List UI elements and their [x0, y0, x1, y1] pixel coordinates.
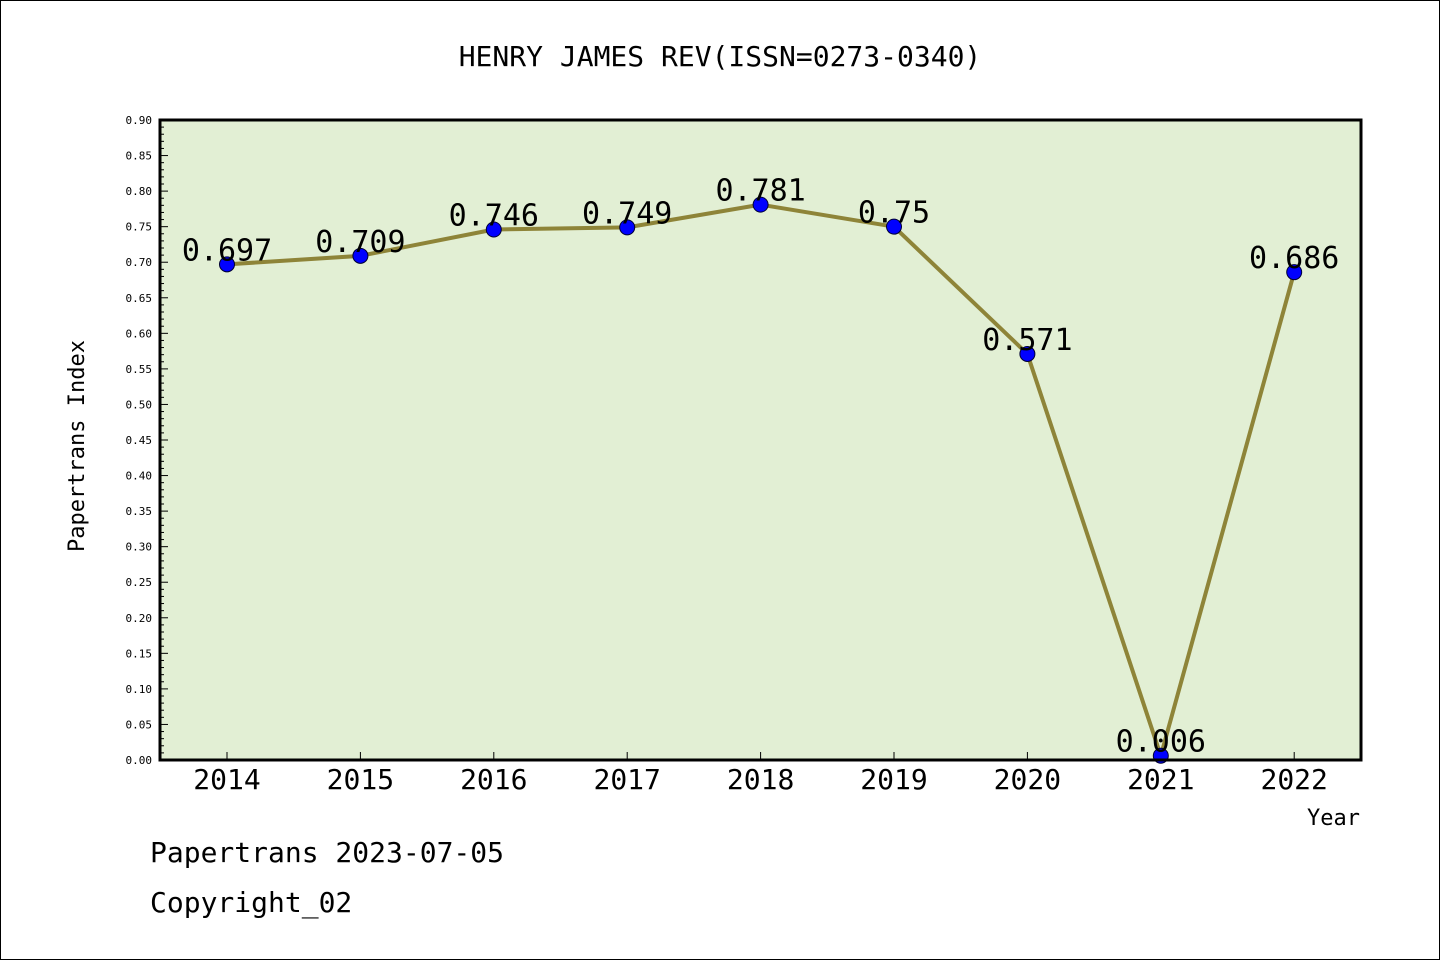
data-labels: 0.697 0.709 0.746 0.749 0.781 0.75 0.571 0.006 0… — [182, 174, 1340, 760]
y-tick-label: 0.15 — [126, 647, 153, 660]
y-tick-label: 0.30 — [126, 541, 153, 554]
x-axis: 2014 2015 2016 2017 2018 2019 2020 2021 2022 — [193, 752, 1328, 796]
y-tick-label: 0.65 — [126, 292, 153, 305]
x-tick-label: 2015 — [327, 763, 394, 796]
data-point — [752, 196, 769, 213]
data-point — [352, 247, 369, 264]
footer-copyright: Copyright_02 — [150, 886, 353, 919]
plot-border — [158, 118, 1363, 762]
data-point — [485, 221, 502, 238]
data-label: 0.686 — [1249, 241, 1339, 276]
y-tick-label: 0.90 — [126, 114, 153, 127]
data-point — [886, 218, 902, 235]
data-point — [219, 256, 235, 273]
data-label: 0.697 — [182, 233, 272, 268]
y-tick-label: 0.75 — [126, 221, 153, 234]
y-tick-label: 0.05 — [126, 718, 153, 731]
chart-title: HENRY JAMES REV(ISSN=0273-0340) — [459, 40, 982, 73]
x-tick-label: 2019 — [860, 763, 927, 796]
x-tick-label: 2016 — [460, 763, 527, 796]
x-tick-label: 2020 — [994, 763, 1061, 796]
x-axis-title: Year — [1307, 806, 1360, 831]
data-label: 0.571 — [982, 323, 1072, 358]
x-tick-label: 2021 — [1127, 763, 1194, 796]
data-point — [1286, 264, 1303, 281]
data-label: 0.75 — [858, 196, 930, 231]
y-tick-label: 0.40 — [126, 470, 153, 483]
data-point — [1019, 345, 1036, 362]
y-tick-label: 0.50 — [126, 398, 153, 411]
data-label: 0.709 — [315, 225, 405, 260]
data-label: 0.746 — [449, 199, 539, 234]
y-tick-label: 0.10 — [126, 683, 153, 696]
y-tick-label: 0.25 — [126, 576, 153, 589]
y-tick-label: 0.35 — [126, 505, 153, 518]
y-tick-label: 0.20 — [126, 612, 153, 625]
data-label: 0.006 — [1116, 725, 1206, 760]
y-tick-label: 0.00 — [126, 754, 153, 767]
y-tick-label: 0.70 — [126, 256, 153, 269]
y-axis: 0.00 0.05 0.10 0.15 0.20 0.25 0.30 0.35 0.40 0.45… — [126, 114, 168, 767]
data-label: 0.781 — [715, 174, 805, 209]
data-point — [619, 219, 636, 236]
x-tick-label: 2018 — [727, 763, 794, 796]
data-label: 0.749 — [582, 196, 672, 231]
footer-date: Papertrans 2023-07-05 — [150, 836, 505, 869]
y-tick-label: 0.85 — [126, 150, 153, 163]
x-tick-label: 2017 — [593, 763, 660, 796]
x-tick-label: 2022 — [1260, 763, 1327, 796]
y-tick-label: 0.45 — [126, 434, 153, 447]
y-axis-title: Papertrans Index — [65, 340, 90, 552]
x-tick-label: 2014 — [193, 763, 260, 796]
y-tick-label: 0.55 — [126, 363, 153, 376]
y-tick-label: 0.80 — [126, 185, 153, 198]
plot-area — [160, 120, 1361, 760]
y-tick-label: 0.60 — [126, 327, 153, 340]
